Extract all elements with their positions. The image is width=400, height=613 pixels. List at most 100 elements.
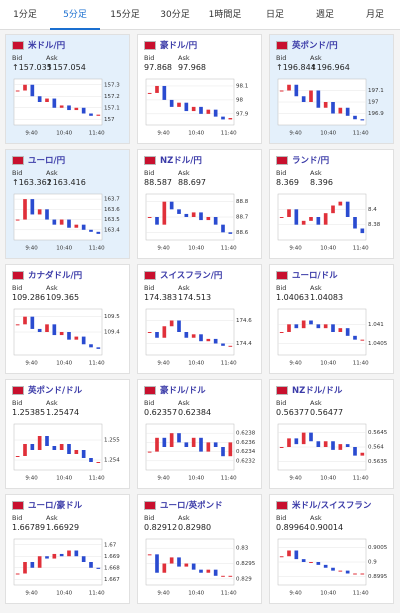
candle <box>228 232 233 234</box>
candle <box>353 573 357 575</box>
rate-panel[interactable]: ユーロ/円 Bid Ask ↑163.362 ↑163.416 163.7 163.6 163… <box>5 149 130 259</box>
rate-panel[interactable]: スイスフラン/円 Bid Ask 174.383 174.513 174.6 174.4 9:… <box>137 264 262 374</box>
rate-panel[interactable]: 英ポンド/ドル Bid Ask 1.25385 1.25474 1.255 1.254 9:4… <box>5 379 130 489</box>
candle <box>59 219 64 225</box>
candle <box>360 452 365 456</box>
candle <box>155 85 159 93</box>
ask-label: Ask <box>310 54 322 62</box>
tab[interactable]: 15分足 <box>100 0 150 30</box>
x-tick-label: 9:40 <box>157 361 170 367</box>
plot-area <box>145 308 235 356</box>
y-tick-label: 8.38 <box>368 222 381 228</box>
rate-panel[interactable]: ユーロ/ドル Bid Ask 1.04063 1.04083 1.041 1.0405 9:4… <box>269 264 394 374</box>
y-tick-label: 174.6 <box>236 318 252 324</box>
bid-label: Bid <box>276 54 287 62</box>
ask-label: Ask <box>310 514 322 522</box>
candle <box>96 462 101 463</box>
bid-value: 1.25385 <box>12 408 46 417</box>
rate-panel[interactable]: NZドル/ドル Bid Ask 0.56377 0.56477 0.5645 0.564 0.… <box>269 379 394 489</box>
candle <box>15 219 20 221</box>
candle <box>287 550 291 557</box>
candle <box>316 441 321 447</box>
ask-value: 109.365 <box>46 293 80 302</box>
candle <box>301 559 306 562</box>
y-tick-label: 163.6 <box>104 207 120 213</box>
candle <box>331 205 335 214</box>
rate-panel[interactable]: 英ポンド/円 Bid Ask ↑196.844 ↑196.964 197.1 197 196.… <box>269 34 394 144</box>
candle <box>228 118 233 120</box>
flag-icon <box>12 386 24 395</box>
pair-title: NZドル/円 <box>160 156 202 166</box>
y-tick-label: 0.5645 <box>368 430 388 436</box>
tab[interactable]: 週足 <box>300 0 350 30</box>
rate-panel[interactable]: ランド/円 Bid Ask 8.369 8.396 8.4 8.38 9:40 10:40 11:… <box>269 149 394 259</box>
candle <box>316 90 321 108</box>
candle <box>301 220 306 225</box>
bid-label: Bid <box>12 169 23 177</box>
x-tick-label: 10:40 <box>188 476 204 482</box>
x-tick-label: 9:40 <box>289 246 302 252</box>
candle <box>30 316 35 329</box>
x-tick-label: 9:40 <box>25 476 38 482</box>
y-tick-label: 157.1 <box>104 105 120 111</box>
rate-panel[interactable]: ユーロ/豪ドル Bid Ask 1.66789 1.66929 1.67 1.669 1.66… <box>5 494 130 604</box>
candle <box>177 102 181 107</box>
bid-label: Bid <box>276 399 287 407</box>
candle <box>184 563 189 567</box>
x-tick-label: 9:40 <box>25 246 38 252</box>
tab[interactable]: 日足 <box>250 0 300 30</box>
x-tick-label: 11:40 <box>89 361 105 367</box>
ask-value: ↑196.964 <box>310 63 350 72</box>
candle <box>45 324 49 332</box>
rate-panel[interactable]: 米ドル/円 Bid Ask ↑157.035 ↑157.054 157.3 157.2 157… <box>5 34 130 144</box>
y-tick-label: 0.83 <box>236 546 249 552</box>
candle <box>301 96 306 102</box>
ask-label: Ask <box>310 284 322 292</box>
tab[interactable]: 1時間足 <box>200 0 250 30</box>
candle <box>177 557 181 567</box>
x-tick-label: 10:40 <box>56 591 72 597</box>
candle <box>96 114 101 116</box>
bid-label: Bid <box>12 514 23 522</box>
mini-chart: 174.6 174.4 9:40 10:40 11:40 <box>145 308 252 367</box>
y-tick-label: 109.4 <box>104 330 120 336</box>
candle <box>360 573 365 575</box>
candle <box>294 324 299 329</box>
y-tick-label: 0.564 <box>368 445 384 451</box>
x-tick-label: 9:40 <box>289 131 302 137</box>
candle <box>96 347 101 349</box>
rate-panel[interactable]: カナダドル/円 Bid Ask 109.286 109.365 109.5 109.4 9:4… <box>5 264 130 374</box>
bid-value: 97.868 <box>144 63 172 72</box>
candle <box>331 441 335 450</box>
tab[interactable]: 30分足 <box>150 0 200 30</box>
candle <box>345 328 350 336</box>
x-tick-label: 10:40 <box>320 476 336 482</box>
tab[interactable]: 5分足 <box>50 0 100 30</box>
candle <box>279 217 284 218</box>
rate-panel[interactable]: NZドル/円 Bid Ask 88.587 88.697 88.8 88.7 88.6 9:40… <box>137 149 262 259</box>
candle <box>287 324 291 332</box>
pair-title: スイスフラン/円 <box>160 271 223 281</box>
candle <box>184 332 189 338</box>
candle <box>353 447 357 456</box>
mini-chart: 0.5645 0.564 0.5635 9:40 10:40 11:40 <box>277 423 388 482</box>
mini-chart: 8.4 8.38 9:40 10:40 11:40 <box>277 193 381 252</box>
candle <box>206 569 211 573</box>
rate-panel[interactable]: ユーロ/英ポンド Bid Ask 0.82912 0.82980 0.83 0.8295 0.… <box>137 494 262 604</box>
tab[interactable]: 月足 <box>350 0 400 30</box>
x-tick-label: 9:40 <box>25 591 38 597</box>
x-tick-label: 11:40 <box>221 361 237 367</box>
pair-title: ユーロ/豪ドル <box>28 501 83 511</box>
flag-icon <box>12 156 24 165</box>
y-tick-label: 0.6232 <box>236 458 255 464</box>
x-tick-label: 10:40 <box>188 361 204 367</box>
y-tick-label: 0.6236 <box>236 440 256 446</box>
tab[interactable]: 1分足 <box>0 0 50 30</box>
rate-panel[interactable]: 豪ドル/ドル Bid Ask 0.62357 0.62384 0.6238 0.6236 0.… <box>137 379 262 489</box>
rate-panel[interactable]: 米ドル/スイスフラン Bid Ask 0.89964 0.90014 0.9005 0.9 0… <box>269 494 394 604</box>
rate-panel[interactable]: 豪ドル/円 Bid Ask 97.868 97.968 98.1 98 97.9 9:40 10:… <box>137 34 262 144</box>
flag-icon <box>276 41 288 50</box>
bid-label: Bid <box>144 514 155 522</box>
y-tick-label: 1.668 <box>104 565 120 571</box>
candle <box>213 338 218 344</box>
